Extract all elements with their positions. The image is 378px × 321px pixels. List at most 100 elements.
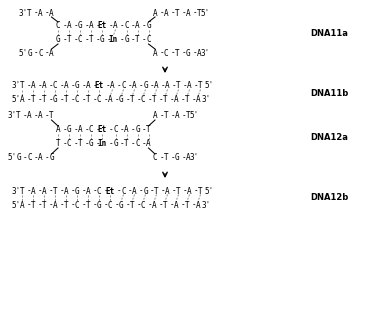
Text: A: A <box>186 153 190 162</box>
Text: -: - <box>37 96 42 105</box>
Text: -: - <box>109 126 113 134</box>
Text: -: - <box>120 140 124 149</box>
Text: A: A <box>64 187 68 195</box>
Text: C: C <box>141 201 145 210</box>
Text: -: - <box>131 126 135 134</box>
Text: G: G <box>186 48 190 57</box>
Text: A: A <box>197 48 201 57</box>
Text: A: A <box>113 22 118 30</box>
Text: G: G <box>89 140 93 149</box>
Text: T: T <box>64 201 68 210</box>
Text: -: - <box>37 201 42 210</box>
Text: C: C <box>53 82 57 91</box>
Text: A: A <box>196 201 200 210</box>
Text: A: A <box>110 82 115 91</box>
Text: A: A <box>153 8 157 18</box>
Text: T: T <box>146 126 151 134</box>
Text: -: - <box>48 201 53 210</box>
Text: -: - <box>161 187 165 195</box>
Text: T: T <box>186 111 190 120</box>
Text: T: T <box>163 96 167 105</box>
Text: A: A <box>153 111 157 120</box>
Text: C: C <box>97 187 101 195</box>
Text: -: - <box>103 96 108 105</box>
Text: DNA11b: DNA11b <box>310 89 348 98</box>
Text: -: - <box>106 36 111 45</box>
Text: -: - <box>181 8 186 18</box>
Text: T: T <box>198 82 203 91</box>
Text: -: - <box>59 201 64 210</box>
Text: -: - <box>172 82 176 91</box>
Text: -: - <box>131 36 135 45</box>
Text: A: A <box>187 187 192 195</box>
Text: T: T <box>56 140 60 149</box>
Text: -: - <box>92 82 97 91</box>
Text: -: - <box>170 111 175 120</box>
Text: -: - <box>73 22 78 30</box>
Text: C: C <box>113 126 118 134</box>
Text: C: C <box>135 140 140 149</box>
Text: -: - <box>95 126 100 134</box>
Text: -: - <box>159 48 164 57</box>
Text: -: - <box>183 82 187 91</box>
Text: Et: Et <box>105 187 115 195</box>
Text: Et: Et <box>98 22 107 30</box>
Text: G: G <box>135 126 140 134</box>
Text: -: - <box>59 187 64 195</box>
Text: -: - <box>84 22 89 30</box>
Text: T: T <box>176 82 181 91</box>
Text: C: C <box>164 48 168 57</box>
Text: T: T <box>78 140 82 149</box>
Text: -: - <box>159 153 164 162</box>
Text: -: - <box>117 187 121 195</box>
Text: T: T <box>130 96 134 105</box>
Text: A: A <box>38 8 43 18</box>
Text: -: - <box>159 111 164 120</box>
Text: A: A <box>174 201 178 210</box>
Text: -: - <box>95 22 100 30</box>
Text: -: - <box>180 96 185 105</box>
Text: G: G <box>75 82 79 91</box>
Text: A: A <box>64 82 68 91</box>
Text: A: A <box>67 22 71 30</box>
Text: 5': 5' <box>8 153 17 162</box>
Text: 3': 3' <box>8 111 17 120</box>
Text: C: C <box>108 201 112 210</box>
Text: C: C <box>56 22 60 30</box>
Text: -: - <box>34 111 38 120</box>
Text: -: - <box>95 36 100 45</box>
Text: A: A <box>124 126 129 134</box>
Text: -: - <box>26 96 31 105</box>
Text: -: - <box>183 187 187 195</box>
Text: -: - <box>159 8 164 18</box>
Text: -: - <box>59 96 64 105</box>
Text: 5': 5' <box>19 48 28 57</box>
Text: -: - <box>34 153 38 162</box>
Text: A: A <box>146 140 151 149</box>
Text: -: - <box>191 201 196 210</box>
Text: A: A <box>132 82 137 91</box>
Text: -: - <box>181 153 186 162</box>
Text: 3': 3' <box>202 201 211 210</box>
Text: -: - <box>120 36 124 45</box>
Text: T: T <box>31 96 35 105</box>
Text: A: A <box>49 8 54 18</box>
Text: T: T <box>89 36 93 45</box>
Text: -: - <box>26 187 31 195</box>
Text: T: T <box>197 8 201 18</box>
Text: -: - <box>120 22 124 30</box>
Text: -: - <box>84 140 89 149</box>
Text: A: A <box>154 82 159 91</box>
Text: -: - <box>26 201 31 210</box>
Text: A: A <box>53 201 57 210</box>
Text: -: - <box>117 82 121 91</box>
Text: G: G <box>113 140 118 149</box>
Text: -: - <box>37 187 42 195</box>
Text: -: - <box>170 153 175 162</box>
Text: C: C <box>141 96 145 105</box>
Text: 5': 5' <box>190 111 199 120</box>
Text: 5': 5' <box>11 201 21 210</box>
Text: T: T <box>27 8 32 18</box>
Text: A: A <box>164 8 168 18</box>
Text: G: G <box>16 153 21 162</box>
